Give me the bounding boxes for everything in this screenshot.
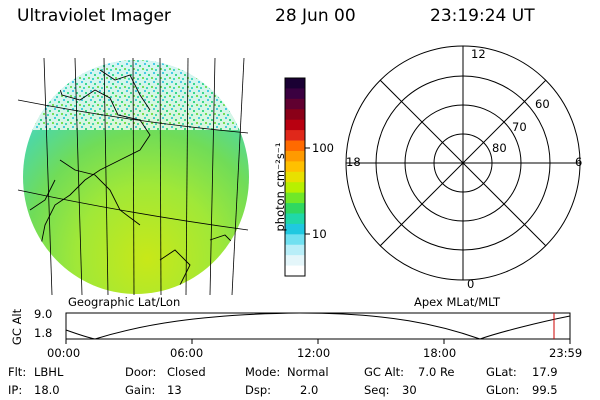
colorbar-segment — [285, 119, 305, 131]
gcalt-xtick-0000: 00:00 — [47, 346, 81, 360]
colorbar-label-10: 10 — [312, 227, 327, 241]
colorbar-segment — [285, 182, 305, 194]
colorbar-label-100: 100 — [312, 141, 334, 155]
gain-value: 13 — [167, 383, 182, 397]
mlt-label-6: 6 — [575, 155, 583, 169]
glon-key: GLon: — [486, 383, 520, 397]
date-label: 28 Jun 00 — [275, 6, 356, 26]
colorbar-segment — [285, 244, 305, 256]
mlat-label-70: 70 — [512, 120, 527, 134]
colorbar-segment — [285, 109, 305, 121]
mlt-label-18: 18 — [346, 155, 361, 169]
colorbar-segment — [285, 161, 305, 173]
glat-value: 17.9 — [532, 365, 558, 379]
door-value: Closed — [167, 365, 206, 379]
gcalt-xticks — [65, 339, 571, 344]
flt-key: Flt: — [8, 365, 27, 379]
colorbar — [285, 78, 305, 277]
colorbar-unit-label: photon cm⁻²s⁻¹ — [273, 142, 287, 232]
colorbar-segment — [285, 98, 305, 110]
colorbar-segment — [285, 88, 305, 100]
mode-key: Mode: — [245, 365, 281, 379]
colorbar-segment — [285, 203, 305, 214]
dsp-key: Dsp: — [245, 383, 272, 397]
left-panel-caption: Geographic Lat/Lon — [68, 295, 181, 309]
glat-key: GLat: — [486, 365, 517, 379]
gcalt-xtick-1800: 18:00 — [423, 346, 457, 360]
colorbar-segment — [285, 171, 305, 183]
gain-key: Gain: — [125, 383, 156, 397]
coastline-overlay — [29, 60, 241, 286]
gcalt-curve — [65, 312, 571, 340]
colorbar-segment — [285, 130, 305, 142]
polar-grid — [345, 45, 581, 281]
ip-key: IP: — [8, 383, 23, 397]
seq-value: 30 — [402, 383, 417, 397]
time-label: 23:19:24 UT — [430, 6, 535, 26]
app-title: Ultraviolet Imager — [17, 6, 171, 26]
colorbar-segment — [285, 234, 305, 246]
earth-image — [17, 57, 249, 296]
gcalt-key: GC Alt: — [364, 365, 405, 379]
gcalt-ylabel: GC Alt — [10, 308, 24, 346]
gcalt-xtick-2359: 23:59 — [549, 346, 583, 360]
glon-value: 99.5 — [532, 383, 558, 397]
gcalt-value: 7.0 Re — [418, 365, 455, 379]
gcalt-xtick-0600: 06:00 — [170, 346, 204, 360]
colorbar-segment — [285, 192, 305, 204]
ip-value: 18.0 — [34, 383, 60, 397]
colorbar-segment — [285, 140, 305, 152]
gcalt-ytick-1-8: 1.8 — [34, 326, 53, 340]
mlt-label-0: 0 — [467, 277, 475, 291]
colorbar-segment — [285, 150, 305, 162]
colorbar-segment — [285, 223, 305, 235]
colorbar-segment — [285, 213, 305, 225]
dsp-value: 2.0 — [300, 383, 319, 397]
seq-key: Seq: — [364, 383, 390, 397]
gcalt-plot-frame — [65, 312, 571, 340]
mode-value: Normal — [287, 365, 329, 379]
mlt-label-12: 12 — [471, 47, 486, 61]
colorbar-segment — [285, 255, 305, 267]
colorbar-segment — [285, 78, 305, 89]
gcalt-xtick-1200: 12:00 — [297, 346, 331, 360]
right-panel-caption: Apex MLat/MLT — [414, 295, 501, 309]
mlat-label-80: 80 — [492, 141, 507, 155]
graticule-lines — [17, 57, 249, 296]
gcalt-ytick-9: 9.0 — [34, 307, 53, 321]
colorbar-segment — [285, 265, 305, 277]
colorbar-frame — [284, 77, 306, 277]
flt-value: LBHL — [34, 365, 64, 379]
mlat-label-60: 60 — [535, 97, 550, 111]
door-key: Door: — [125, 365, 157, 379]
